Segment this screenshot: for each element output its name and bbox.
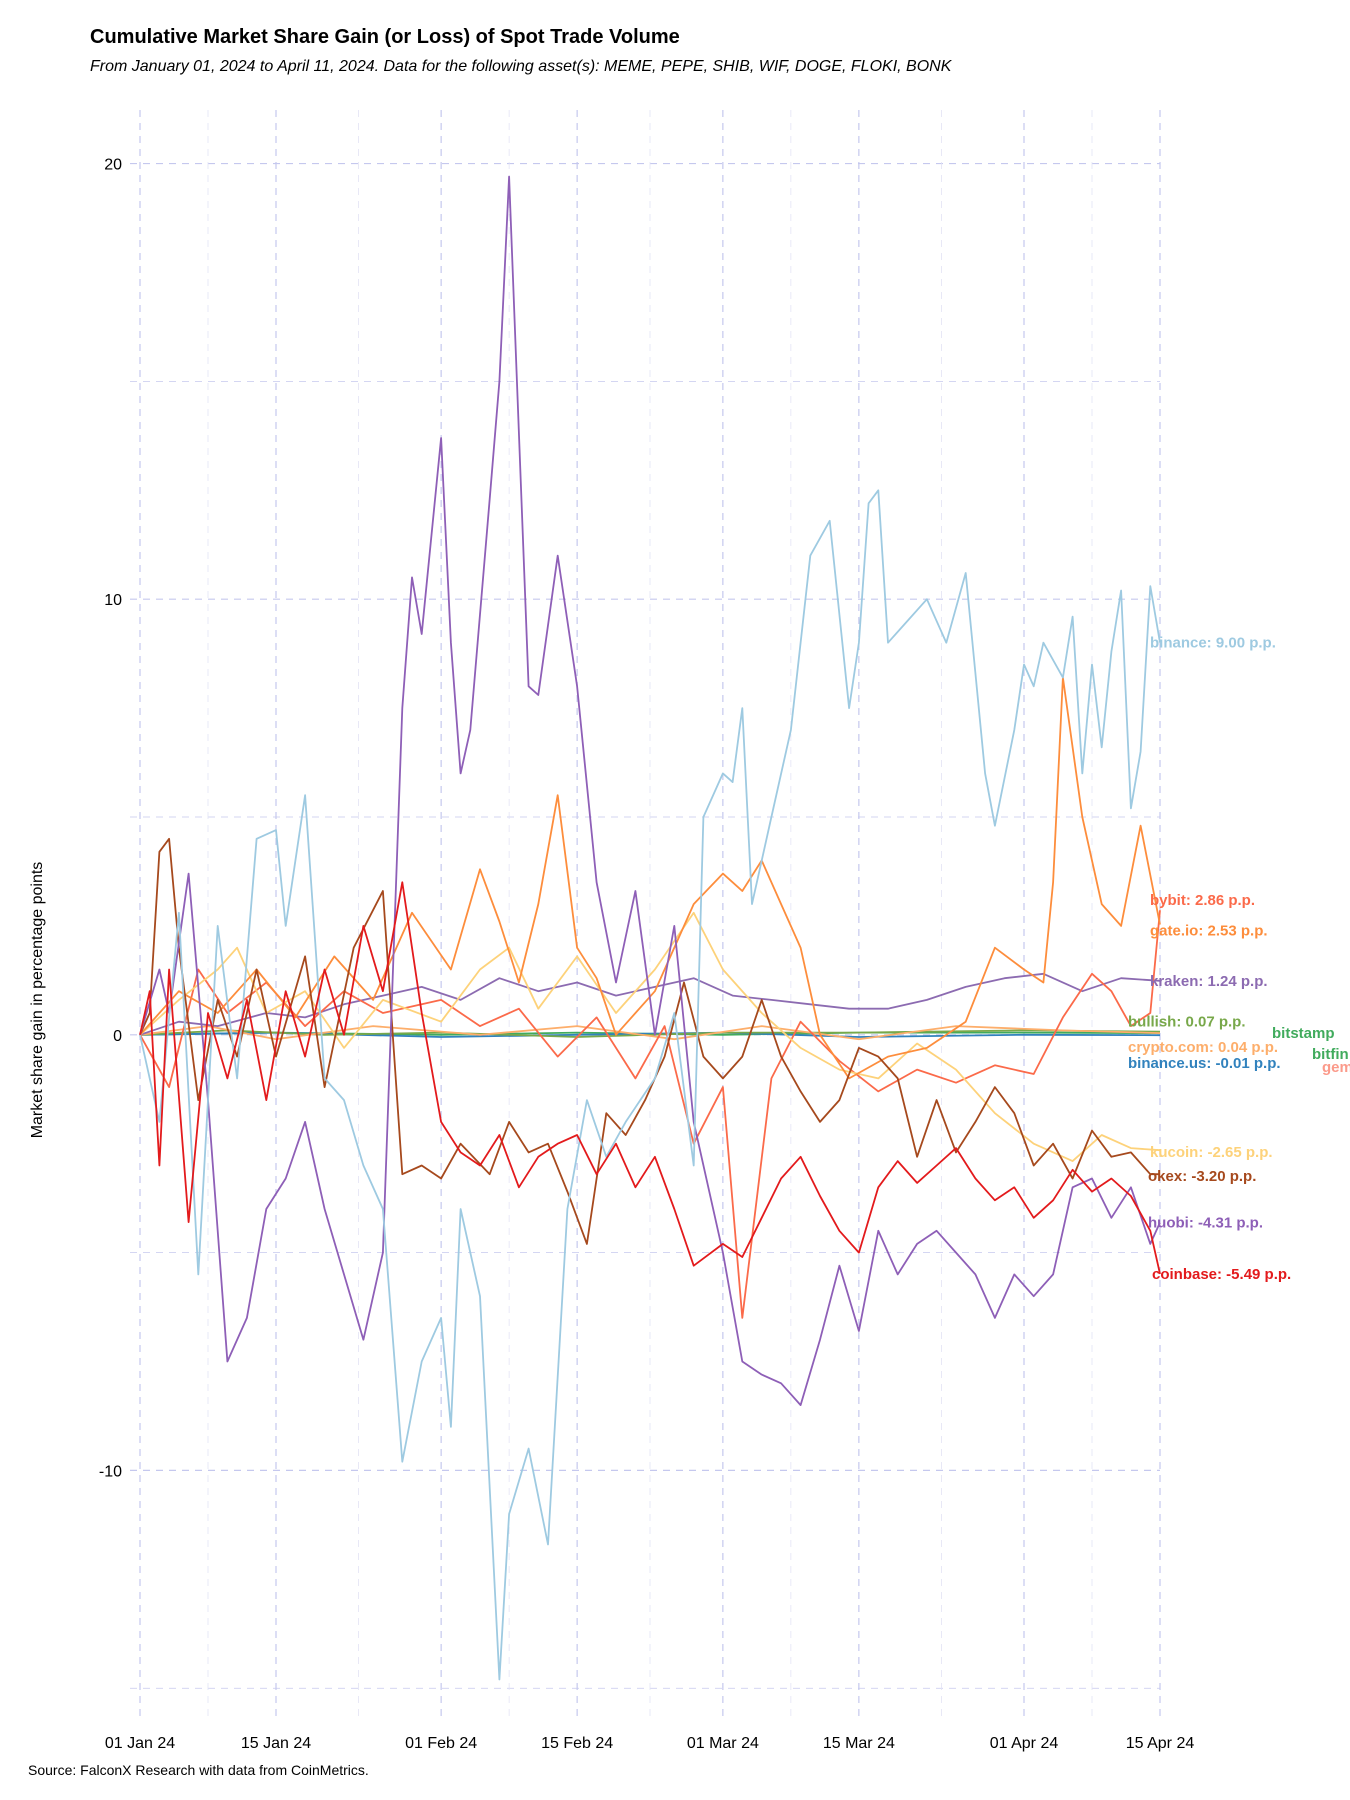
x-tick-label: 01 Jan 24: [105, 1735, 175, 1752]
end-label-kucoin: kucoin: -2.65 p.p.: [1150, 1144, 1273, 1161]
series-line-huobi: [139, 175, 1161, 1406]
x-tick-label: 01 Apr 24: [990, 1735, 1059, 1752]
series-line-okex: [139, 837, 1160, 1245]
end-label-coinbase: coinbase: -5.49 p.p.: [1152, 1266, 1291, 1283]
end-label-okex: okex: -3.20 p.p.: [1148, 1168, 1256, 1185]
end-label-gate.io: gate.io: 2.53 p.p.: [1150, 923, 1268, 940]
end-label-bybit: bybit: 2.86 p.p.: [1150, 892, 1255, 909]
x-tick-label: 15 Feb 24: [541, 1735, 613, 1752]
end-label-binance: binance: 9.00 p.p.: [1150, 635, 1276, 652]
series-line-bybit: [139, 910, 1161, 1319]
end-label-huobi: huobi: -4.31 p.p.: [1148, 1215, 1263, 1232]
series-line-coinbase: [139, 881, 1161, 1275]
chart-title: Cumulative Market Share Gain (or Loss) o…: [90, 26, 680, 48]
series-line-kraken: [139, 972, 1161, 1036]
chart-subtitle: From January 01, 2024 to April 11, 2024.…: [90, 58, 952, 75]
end-label-bullish: bullish: 0.07 p.p.: [1128, 1014, 1246, 1031]
end-label-gemini: gem: [1322, 1059, 1350, 1076]
y-axis-ticks: 20 10 0 -10: [99, 157, 122, 1481]
series-lines: [139, 175, 1161, 1681]
x-axis-ticks: 01 Jan 24 15 Jan 24 01 Feb 24 15 Feb 24 01 M…: [105, 1735, 1194, 1752]
y-tick-label: -10: [99, 1463, 122, 1480]
x-tick-label: 15 Apr 24: [1126, 1735, 1195, 1752]
y-tick-label: 20: [104, 157, 122, 174]
grid-lines: [130, 110, 1161, 1720]
x-tick-label: 15 Jan 24: [241, 1735, 311, 1752]
series-line-binance: [139, 489, 1161, 1681]
end-label-bitstamp: bitstamp: [1272, 1025, 1335, 1042]
series-line-crypto.com: [139, 1025, 1161, 1041]
y-tick-label: 0: [113, 1028, 122, 1045]
end-label-crypto.com: crypto.com: 0.04 p.p.: [1128, 1039, 1278, 1056]
end-label-bitfinex: bitfin: [1312, 1046, 1349, 1063]
x-tick-label: 01 Feb 24: [405, 1735, 477, 1752]
series-end-labels: binance: 9.00 p.p. bybit: 2.86 p.p. gate.i…: [1128, 635, 1350, 1283]
x-tick-label: 15 Mar 24: [823, 1735, 895, 1752]
x-tick-label: 01 Mar 24: [687, 1735, 759, 1752]
end-label-binance.us: binance.us: -0.01 p.p.: [1128, 1055, 1281, 1072]
source-note: Source: FalconX Research with data from …: [28, 1762, 369, 1778]
end-label-kraken: kraken: 1.24 p.p.: [1150, 973, 1268, 990]
y-tick-label: 10: [104, 592, 122, 609]
